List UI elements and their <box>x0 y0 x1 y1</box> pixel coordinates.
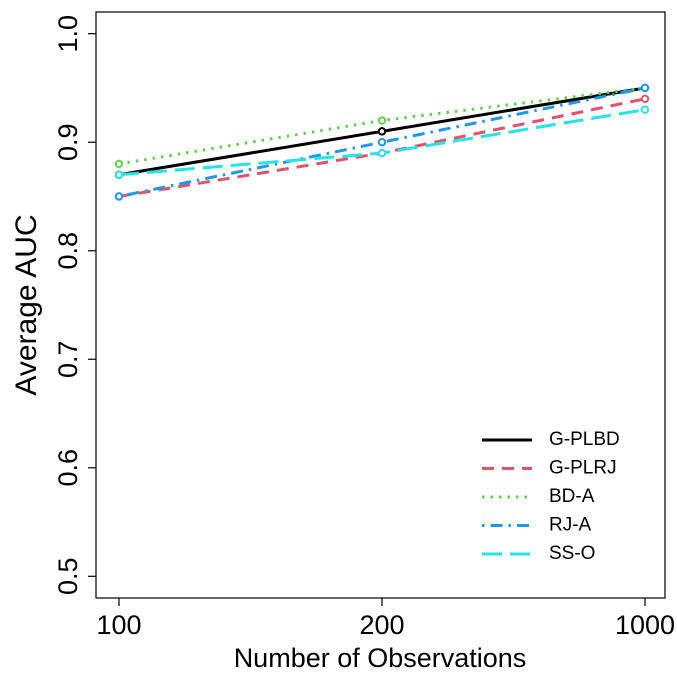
y-tick-label: 1.0 <box>53 15 83 53</box>
data-point <box>640 105 650 114</box>
data-point <box>114 159 124 169</box>
x-axis-title: Number of Observations <box>234 643 527 673</box>
x-tick-label: 200 <box>359 610 404 640</box>
legend-label: G-PLBD <box>549 429 620 450</box>
x-tick-label: 1000 <box>615 610 675 640</box>
legend-label: BD-A <box>549 486 595 507</box>
data-point <box>640 83 650 93</box>
legend-label: SS-O <box>549 543 595 564</box>
data-point <box>377 148 387 158</box>
series-line <box>118 86 646 166</box>
y-tick-label: 0.9 <box>53 123 83 161</box>
y-tick-label: 0.8 <box>53 232 83 270</box>
legend-label: G-PLRJ <box>549 458 617 479</box>
y-axis-title: Average AUC <box>10 214 43 395</box>
data-point <box>640 94 650 104</box>
data-point <box>377 138 387 147</box>
y-tick-label: 0.6 <box>53 449 83 487</box>
data-point <box>377 127 387 136</box>
x-tick-label: 100 <box>96 610 141 640</box>
y-tick-label: 0.5 <box>53 558 83 596</box>
legend-label: RJ-A <box>549 515 592 536</box>
data-point <box>114 192 124 201</box>
data-point <box>377 116 387 125</box>
series-line <box>118 86 646 198</box>
plot-frame <box>95 11 666 599</box>
y-tick-label: 0.7 <box>53 340 83 378</box>
data-point <box>114 170 124 179</box>
series-line <box>118 97 646 198</box>
